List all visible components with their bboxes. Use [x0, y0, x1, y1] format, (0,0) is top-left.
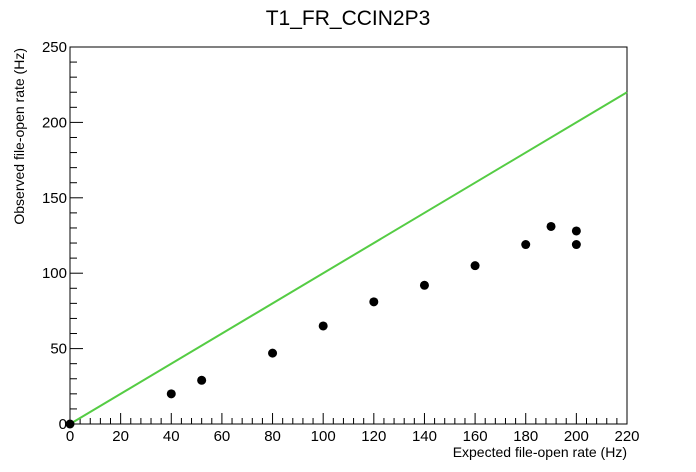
y-tick-label: 200	[42, 114, 67, 131]
x-tick-labels: 0 20 40 60 80 100 120 140 160 180 200 220	[66, 428, 640, 445]
y-axis-label: Observed file-open rate (Hz)	[11, 48, 27, 225]
data-point	[318, 321, 328, 331]
data-point	[521, 240, 531, 250]
x-tick-label: 40	[163, 428, 180, 445]
x-tick-label: 200	[564, 428, 589, 445]
series-layer	[65, 91, 628, 429]
x-tick-label: 60	[214, 428, 231, 445]
y-tick-label: 150	[42, 190, 67, 207]
x-tick-label: 20	[112, 428, 129, 445]
data-point	[546, 221, 556, 231]
data-point	[268, 348, 278, 358]
data-point	[419, 280, 429, 290]
x-axis-label: Expected file-open rate (Hz)	[453, 444, 627, 460]
x-tick-label: 160	[463, 428, 488, 445]
data-point	[65, 419, 75, 429]
data-point	[470, 261, 480, 271]
x-tick-label: 140	[412, 428, 437, 445]
x-tick-label: 0	[66, 428, 74, 445]
data-point	[369, 297, 379, 307]
x-tick-label: 80	[264, 428, 281, 445]
data-point	[197, 375, 207, 385]
data-point	[571, 240, 581, 250]
y-tick-label: 50	[50, 341, 67, 358]
data-point	[166, 389, 176, 399]
x-tick-label: 100	[311, 428, 336, 445]
y-tick-label: 100	[42, 265, 67, 282]
chart-title: T1_FR_CCIN2P3	[266, 7, 431, 30]
axis-ticks	[69, 46, 628, 425]
y-tick-label: 250	[42, 39, 67, 56]
x-tick-label: 120	[361, 428, 386, 445]
y-tick-labels: 0 50 100 150 200 250	[42, 39, 67, 433]
reference-line	[69, 91, 628, 425]
data-point	[571, 226, 581, 236]
x-tick-label: 220	[614, 428, 639, 445]
plot-frame	[69, 46, 628, 425]
x-tick-label: 180	[513, 428, 538, 445]
y-tick-label: 0	[59, 416, 67, 433]
